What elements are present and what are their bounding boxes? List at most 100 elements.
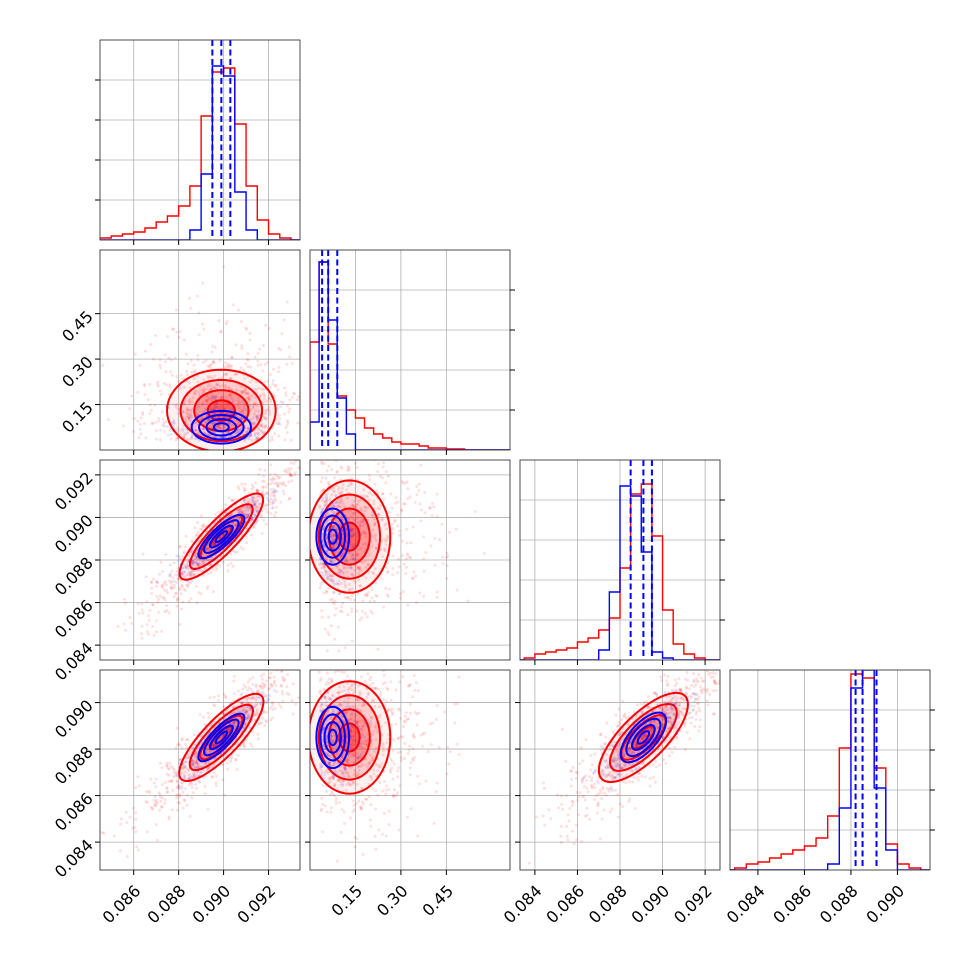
sample-point [128, 407, 132, 411]
sample-point [187, 773, 191, 777]
sample-point [264, 424, 268, 428]
sample-point [387, 788, 391, 792]
sample-point [417, 482, 421, 486]
sample-point [265, 710, 269, 714]
sample-point [112, 834, 116, 838]
sample-point [290, 473, 294, 477]
sample-point [194, 428, 198, 432]
sample-point [263, 424, 267, 428]
sample-point [220, 411, 224, 415]
sample-point [340, 516, 344, 520]
sample-point [388, 768, 392, 772]
sample-point [412, 732, 416, 736]
sample-point [367, 498, 371, 502]
sample-point [219, 329, 223, 333]
sample-point [252, 525, 256, 529]
panel-content [116, 456, 305, 640]
sample-point [196, 765, 200, 769]
sample-point [259, 721, 263, 725]
sample-point [253, 402, 257, 406]
sample-point [170, 779, 174, 783]
sample-point [204, 546, 208, 550]
sample-point [342, 561, 346, 565]
sample-point [192, 370, 196, 374]
sample-point [279, 705, 283, 709]
sample-point [212, 771, 216, 775]
sample-point [326, 577, 330, 581]
sample-point [226, 402, 230, 406]
sample-point [371, 528, 375, 532]
sample-point [258, 684, 262, 688]
sample-point [229, 711, 233, 715]
sample-point [177, 786, 181, 790]
sample-point [163, 360, 167, 364]
sample-point [252, 500, 256, 504]
sample-point [387, 587, 391, 591]
sample-point [322, 488, 326, 492]
sample-point [101, 363, 105, 367]
sample-point [251, 730, 255, 734]
sample-point [191, 396, 195, 400]
sample-point [184, 566, 188, 570]
sample-point [248, 510, 252, 514]
sample-point [225, 761, 229, 765]
contour-series-1 [193, 389, 250, 433]
sample-point [174, 405, 178, 409]
sample-point [201, 560, 205, 564]
sample-point [205, 546, 209, 550]
sample-point [254, 696, 258, 700]
sample-point [284, 484, 288, 488]
sample-point [336, 488, 340, 492]
sample-point [230, 512, 234, 516]
sample-point [202, 573, 206, 577]
sample-point [265, 399, 269, 403]
sample-point [272, 494, 276, 498]
y-tick-label: 0.092 [51, 468, 97, 514]
sample-point [185, 431, 189, 435]
sample-point [138, 423, 142, 427]
sample-point [247, 712, 251, 716]
sample-point [407, 748, 411, 752]
sample-point [187, 416, 191, 420]
sample-point [360, 728, 364, 732]
sample-point [232, 720, 236, 724]
sample-point [360, 616, 364, 620]
sample-point [284, 393, 288, 397]
sample-point [212, 695, 216, 699]
sample-point [280, 332, 284, 336]
sample-point [358, 764, 362, 768]
sample-point [180, 571, 184, 575]
sample-point [252, 421, 256, 425]
sample-point [199, 527, 203, 531]
sample-point [183, 588, 187, 592]
sample-point [228, 527, 232, 531]
sample-point [157, 419, 161, 423]
sample-point [222, 431, 226, 435]
sample-point [195, 584, 199, 588]
sample-point [326, 549, 330, 553]
sample-point [355, 738, 359, 742]
sample-point [211, 590, 215, 594]
sample-point [429, 544, 433, 548]
sample-point [215, 383, 219, 387]
sample-point [243, 500, 247, 504]
sample-point [195, 750, 199, 754]
sample-point [211, 422, 215, 426]
sample-point [185, 564, 189, 568]
sample-point [361, 518, 365, 522]
sample-point [302, 456, 305, 459]
sample-point [245, 710, 249, 714]
sample-point [190, 558, 194, 562]
sample-point [250, 378, 254, 382]
sample-point [262, 400, 266, 404]
sample-point [348, 566, 352, 570]
sample-point [389, 492, 393, 496]
sample-point [274, 419, 278, 423]
sample-point [194, 568, 198, 572]
sample-point [373, 521, 377, 525]
sample-point [354, 554, 358, 558]
sample-point [249, 417, 253, 421]
sample-point [174, 591, 178, 595]
sample-point [363, 611, 367, 615]
sample-point [191, 775, 195, 779]
